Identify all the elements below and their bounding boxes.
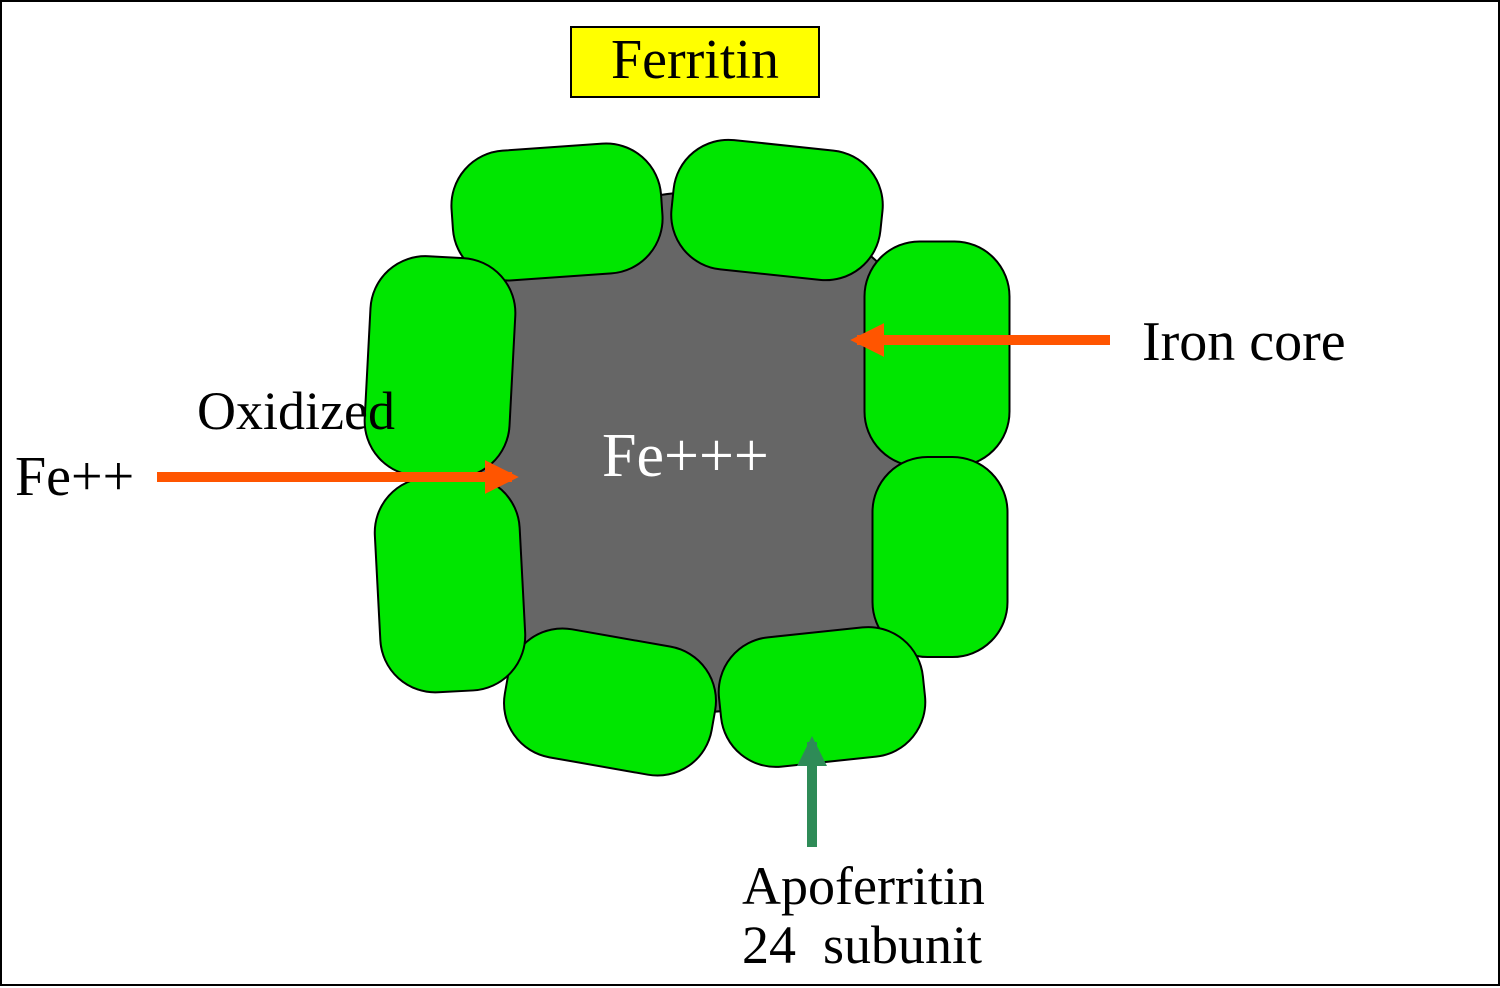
diagram-canvas: Ferritin Iron core Oxidized Fe++ Apoferr… bbox=[0, 0, 1500, 986]
apoferritin-label: Apoferritin 24 subunit bbox=[742, 857, 985, 976]
apoferritin-subunit bbox=[865, 242, 1010, 467]
apoferritin-subunit bbox=[666, 134, 888, 285]
iron-core-label: Iron core bbox=[1142, 312, 1346, 374]
apoferritin-subunit bbox=[873, 457, 1008, 657]
ferritin-diagram bbox=[2, 2, 1500, 988]
apoferritin-subunit bbox=[713, 622, 930, 773]
fe-plus-plus-label: Fe++ bbox=[15, 447, 134, 509]
oxidized-label: Oxidized bbox=[197, 382, 395, 441]
apoferritin-subunit bbox=[362, 253, 518, 480]
apoferritin-subunit bbox=[372, 473, 528, 695]
fe-plus-plus-plus-label: Fe+++ bbox=[602, 422, 769, 490]
